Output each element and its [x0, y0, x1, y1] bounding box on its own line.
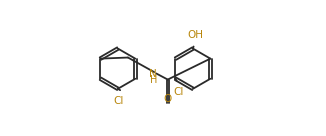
Text: Cl: Cl [173, 87, 184, 97]
Text: N: N [149, 69, 157, 79]
Text: H: H [150, 75, 157, 85]
Text: Cl: Cl [113, 96, 124, 106]
Text: OH: OH [188, 30, 204, 40]
Text: O: O [164, 94, 172, 104]
